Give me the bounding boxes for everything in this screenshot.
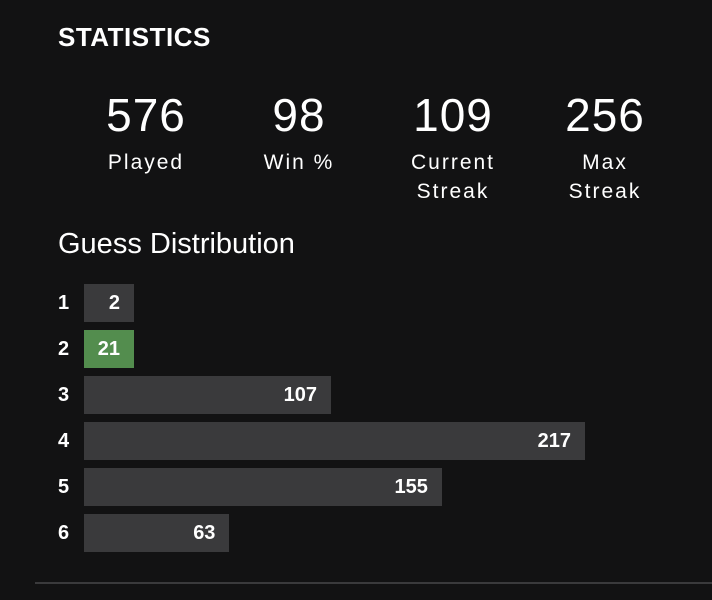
bar: 63 (84, 514, 230, 552)
bar-label: 21 (97, 337, 120, 360)
guess-number: 1 (58, 291, 70, 314)
guess-number: 3 (58, 383, 70, 406)
distribution-row: 4 217 (58, 422, 585, 460)
stat-value: 256 (565, 89, 645, 141)
bar: 2 (84, 284, 134, 322)
guess-number: 5 (58, 475, 70, 498)
stat-value: 576 (106, 89, 186, 141)
guess-number: 4 (58, 429, 70, 452)
bar: 21 (84, 330, 134, 368)
stat-label: Win % (263, 151, 335, 174)
stat: 98 Win % (229, 88, 369, 177)
guess-number: 6 (58, 521, 70, 544)
bar: 217 (84, 422, 585, 460)
bar: 155 (84, 468, 442, 506)
distribution-row: 5 155 (58, 468, 442, 506)
bar: 107 (84, 376, 332, 414)
stat: 576 Played (76, 88, 216, 177)
stat-label: Current Streak (410, 151, 496, 203)
distribution-row: 3 107 (58, 376, 332, 414)
stat: 109 Current Streak (383, 88, 523, 206)
distribution-title: Guess Distribution (58, 228, 295, 260)
bar-label: 63 (193, 521, 216, 544)
title: STATISTICS (58, 22, 211, 52)
divider (35, 582, 712, 584)
guess-number: 2 (58, 337, 70, 360)
stat-value: 98 (272, 89, 326, 141)
stat-label: Played (107, 151, 185, 174)
distribution-row: 6 63 (58, 514, 230, 552)
bar-label: 107 (283, 383, 318, 406)
bar-label: 2 (108, 291, 120, 314)
bar-label: 155 (394, 475, 428, 498)
stat-value: 109 (413, 89, 493, 141)
distribution-row: 2 21 (58, 330, 134, 368)
bar-label: 217 (537, 429, 571, 452)
stat: 256 Max Streak (535, 88, 675, 206)
stat-label: Max Streak (568, 151, 642, 203)
